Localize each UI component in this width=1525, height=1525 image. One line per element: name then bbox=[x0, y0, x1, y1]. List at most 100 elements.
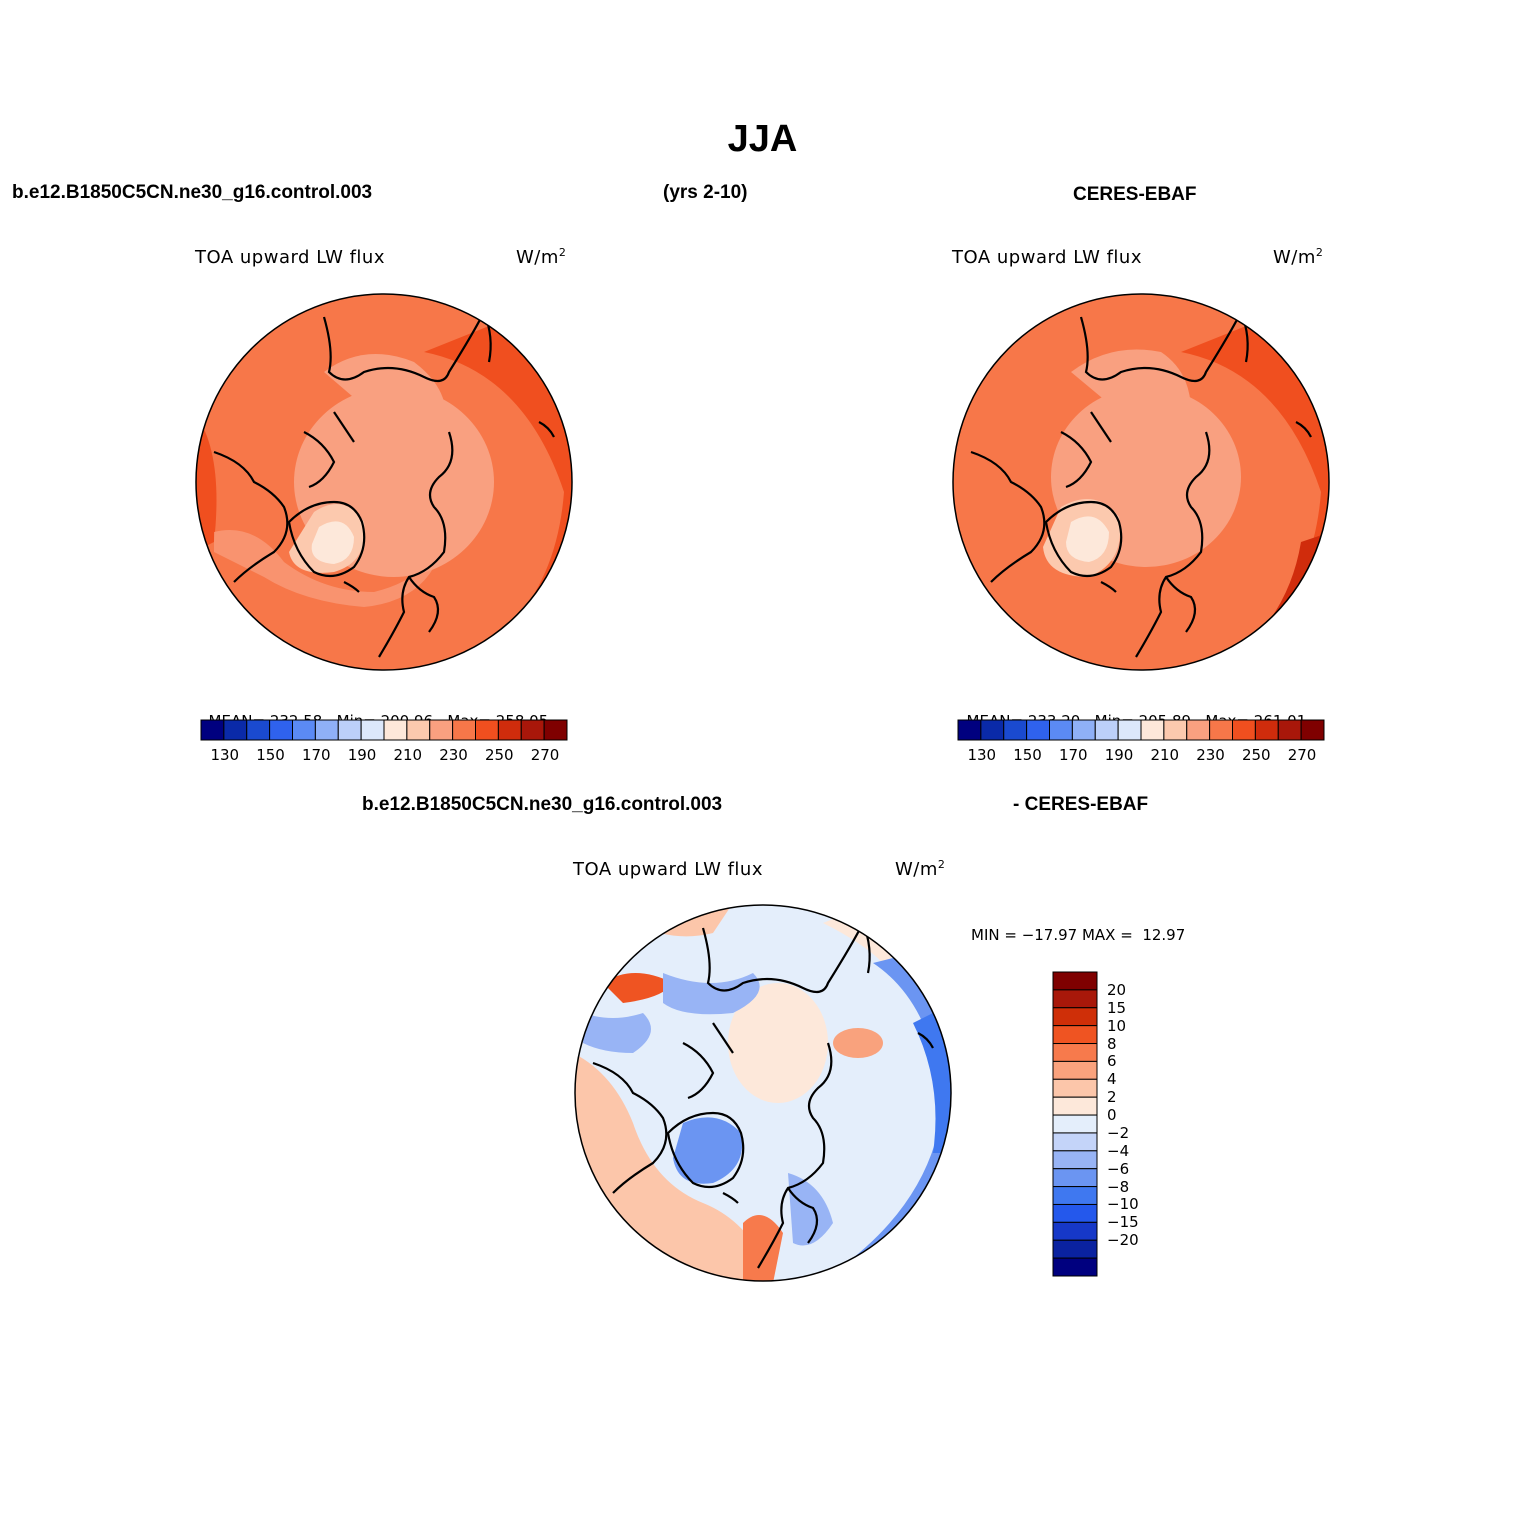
obs-units-base: W/m bbox=[1273, 247, 1316, 268]
diff-arctic-anomaly bbox=[728, 983, 828, 1103]
obs-polar-map bbox=[952, 293, 1330, 671]
diff-colorbar-tick-label: 10 bbox=[1107, 1016, 1127, 1035]
diff-colorbar-tick-label: −20 bbox=[1107, 1231, 1139, 1250]
obs-units: W/m2 bbox=[1273, 246, 1323, 268]
model-colorbar-tick-label: 150 bbox=[256, 746, 285, 764]
obs-greenland-core bbox=[1066, 516, 1109, 562]
years-label: (yrs 2-10) bbox=[663, 182, 748, 203]
diff-units: W/m2 bbox=[895, 858, 945, 880]
model-colorbar-swatch bbox=[383, 719, 408, 741]
model-warm-region bbox=[424, 294, 572, 670]
diff-colorbar-swatch bbox=[1052, 1078, 1098, 1098]
model-colorbar-tick-label: 230 bbox=[439, 746, 468, 764]
obs-coastlines bbox=[970, 311, 1312, 658]
model-greenland-core bbox=[311, 521, 354, 564]
model-cool-band bbox=[214, 530, 434, 607]
diff-colorbar-tick-label: 15 bbox=[1107, 998, 1127, 1017]
model-units: W/m2 bbox=[516, 246, 566, 268]
model-coastlines bbox=[213, 311, 555, 658]
obs-colorbar-tick-label: 170 bbox=[1058, 746, 1088, 764]
model-colorbar-swatch bbox=[543, 719, 568, 741]
diff-colorbar-swatch bbox=[1052, 1043, 1098, 1062]
obs-colorbar-swatch bbox=[1254, 719, 1279, 741]
diff-case-label: b.e12.B1850C5CN.ne30_g16.control.003 bbox=[362, 794, 723, 815]
obs-colorbar-swatch bbox=[980, 719, 1005, 741]
diff-colorbar-tick-label: −10 bbox=[1107, 1195, 1139, 1214]
diff-minmax: MIN = −17.97 MAX = 12.97 bbox=[971, 926, 1186, 944]
diff-negative-south bbox=[788, 1173, 833, 1246]
diff-colorbar-swatch bbox=[1052, 1007, 1098, 1027]
diff-warm-anomaly-northwest bbox=[603, 973, 673, 1003]
model-colorbar-swatch bbox=[520, 719, 545, 741]
model-colorbar-tick-label: 250 bbox=[484, 746, 514, 764]
obs-colorbar-swatch bbox=[1003, 719, 1028, 741]
model-colorbar-tick-label: 190 bbox=[347, 746, 377, 764]
diff-colorbar-tick-label: 4 bbox=[1107, 1070, 1117, 1089]
diff-colorbar-tick-label: 0 bbox=[1107, 1106, 1117, 1125]
obs-warm-region bbox=[1181, 294, 1329, 670]
diff-colorbar-swatch bbox=[1052, 1025, 1098, 1045]
obs-colorbar-swatch bbox=[1300, 719, 1325, 741]
obs-var-title: TOA upward LW flux bbox=[952, 247, 1142, 268]
model-colorbar-tick-label: 270 bbox=[530, 746, 560, 764]
model-colorbar-swatch bbox=[429, 719, 454, 741]
diff-units-base: W/m bbox=[895, 859, 938, 880]
model-units-exp: 2 bbox=[558, 246, 567, 259]
model-colorbar-tick-label: 170 bbox=[301, 746, 331, 764]
obs-colorbar-tick-label: 230 bbox=[1196, 746, 1225, 764]
diff-colorbar-tick-label: −2 bbox=[1107, 1123, 1130, 1142]
diff-colorbar-swatch bbox=[1052, 1168, 1098, 1188]
obs-colorbar-swatch bbox=[1094, 719, 1119, 741]
obs-colorbar-tick-label: 150 bbox=[1013, 746, 1042, 764]
diff-colorbar-swatch bbox=[1052, 989, 1098, 1009]
model-colorbar-swatch bbox=[475, 719, 499, 741]
obs-colorbar-tick-label: 250 bbox=[1241, 746, 1271, 764]
obs-colorbar-ticks: 130 150 170 190 210 230 250 270 bbox=[958, 746, 1324, 766]
case-label: b.e12.B1850C5CN.ne30_g16.control.003 bbox=[12, 182, 373, 203]
obs-label: CERES-EBAF bbox=[1073, 184, 1197, 205]
diff-colorbar-swatch bbox=[1052, 1114, 1098, 1134]
obs-colorbar-swatch bbox=[1049, 719, 1073, 741]
obs-arctic-extension bbox=[1071, 349, 1191, 422]
obs-colorbar-swatch bbox=[1117, 719, 1142, 741]
diff-negative-north bbox=[663, 973, 760, 1015]
model-colorbar-swatch bbox=[452, 719, 476, 741]
model-map-border bbox=[195, 293, 573, 671]
diff-colorbar-swatch bbox=[1052, 1150, 1098, 1170]
diff-units-exp: 2 bbox=[937, 858, 946, 871]
diff-colorbar-tick-label: −6 bbox=[1107, 1159, 1130, 1178]
diff-colorbar-swatch bbox=[1052, 1060, 1098, 1080]
diff-colorbar-swatch bbox=[1052, 1239, 1098, 1259]
diff-colorbar-swatch bbox=[1052, 1257, 1098, 1277]
obs-colorbar-swatch bbox=[1186, 719, 1211, 741]
diff-colorbar-swatch bbox=[1052, 1132, 1098, 1152]
obs-colorbar-swatch bbox=[957, 719, 982, 741]
model-polar-map bbox=[195, 293, 573, 671]
model-colorbar bbox=[200, 719, 568, 741]
obs-colorbar-swatch bbox=[1071, 719, 1096, 741]
diff-colorbar-tick-label: −15 bbox=[1107, 1213, 1139, 1232]
diff-colorbar-swatch bbox=[1052, 1186, 1098, 1205]
model-colorbar-swatch bbox=[406, 719, 431, 741]
diff-colorbar-swatch bbox=[1052, 1203, 1098, 1223]
obs-colorbar-tick-label: 130 bbox=[967, 746, 997, 764]
model-colorbar-tick-label: 130 bbox=[210, 746, 240, 764]
obs-colorbar-swatch bbox=[1232, 719, 1256, 741]
model-colorbar-swatch bbox=[314, 719, 339, 741]
obs-colorbar-swatch bbox=[1209, 719, 1233, 741]
obs-colorbar bbox=[957, 719, 1325, 741]
model-colorbar-swatch bbox=[360, 719, 385, 741]
model-units-base: W/m bbox=[516, 247, 559, 268]
diff-colorbar-tick-label: 2 bbox=[1107, 1088, 1117, 1107]
diff-colorbar-swatch bbox=[1052, 1221, 1098, 1241]
diff-colorbar-tick-label: 20 bbox=[1107, 980, 1127, 999]
diff-colorbar-tick-label: 6 bbox=[1107, 1052, 1117, 1071]
diff-negative-northwest bbox=[583, 1013, 651, 1053]
diff-colorbar-swatch bbox=[1052, 971, 1098, 991]
obs-colorbar-tick-label: 270 bbox=[1287, 746, 1317, 764]
diff-obs-label: - CERES-EBAF bbox=[1013, 794, 1149, 815]
diff-colorbar-swatch bbox=[1052, 1096, 1098, 1116]
model-colorbar-swatch bbox=[200, 719, 225, 741]
diff-polar-map bbox=[574, 904, 952, 1282]
diff-colorbar-tick-label: −8 bbox=[1107, 1177, 1130, 1196]
